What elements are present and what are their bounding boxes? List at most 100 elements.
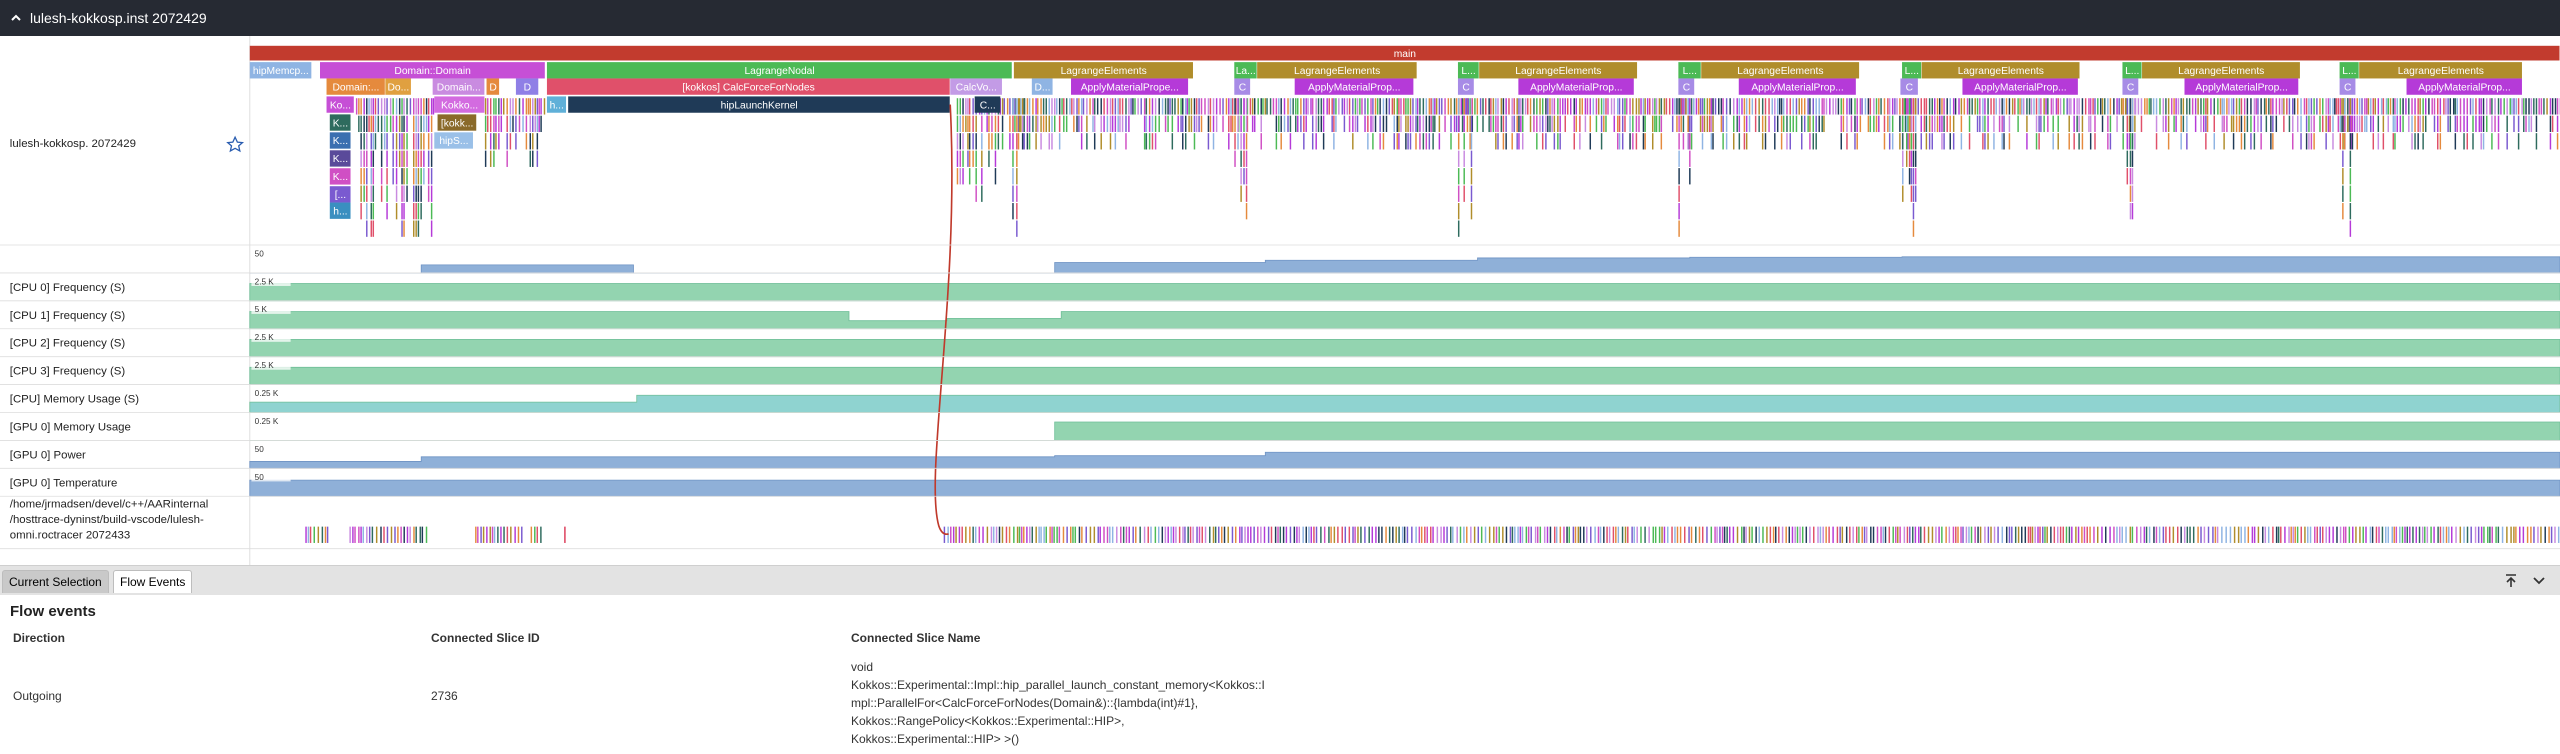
slice[interactable] xyxy=(1962,78,2078,95)
activity-bar xyxy=(1272,98,1275,115)
activity-bar xyxy=(1943,133,1945,150)
slice[interactable] xyxy=(1701,62,1860,79)
tab[interactable]: Current Selection xyxy=(2,570,109,593)
slice[interactable] xyxy=(2406,78,2522,95)
slice[interactable] xyxy=(568,96,950,113)
activity-bar xyxy=(1513,115,1515,133)
slice[interactable] xyxy=(546,78,950,95)
activity-bar xyxy=(1289,115,1292,133)
activity-bar xyxy=(1020,98,1022,115)
slice[interactable] xyxy=(2339,62,2359,79)
activity-bar xyxy=(403,98,405,115)
thread-slice xyxy=(1308,526,1310,543)
thread-slice xyxy=(958,526,961,543)
thread-slice xyxy=(982,526,984,543)
slice[interactable] xyxy=(326,78,385,95)
activity-bar xyxy=(2283,98,2285,115)
activity-bar xyxy=(2068,115,2070,133)
slice[interactable] xyxy=(329,132,351,149)
activity-bar xyxy=(1654,98,1656,115)
slice[interactable] xyxy=(329,114,351,131)
slice[interactable] xyxy=(249,62,312,79)
activity-bar xyxy=(2382,115,2385,133)
slice[interactable] xyxy=(1678,62,1701,79)
activity-bar xyxy=(1419,133,1421,150)
slice[interactable] xyxy=(2339,78,2356,95)
slice[interactable] xyxy=(2122,62,2142,79)
slice[interactable] xyxy=(249,45,2560,61)
thread-slice xyxy=(1899,526,1901,543)
activity-bar xyxy=(1987,133,1989,150)
slice[interactable] xyxy=(1071,78,1189,95)
slice[interactable] xyxy=(1902,62,1922,79)
slice[interactable] xyxy=(1457,62,1479,79)
activity-bar xyxy=(2356,133,2358,150)
activity-bar xyxy=(420,168,422,185)
activity-bar xyxy=(1396,98,1398,115)
activity-bar xyxy=(1492,98,1495,115)
slice[interactable] xyxy=(1234,78,1251,95)
thread-slice xyxy=(2393,526,2395,543)
slice[interactable] xyxy=(1921,62,2080,79)
slice[interactable] xyxy=(329,150,351,167)
activity-bar xyxy=(1632,98,1634,115)
slice[interactable] xyxy=(1518,78,1634,95)
slice[interactable] xyxy=(434,96,485,113)
pin-button[interactable] xyxy=(2503,573,2519,589)
activity-bar xyxy=(1823,115,1825,133)
activity-bar xyxy=(2026,115,2028,133)
slice[interactable] xyxy=(1257,62,1417,79)
slice[interactable] xyxy=(515,78,539,95)
slice[interactable] xyxy=(385,78,411,95)
collapse-panel-button[interactable] xyxy=(2531,573,2547,589)
slice[interactable] xyxy=(1900,78,1918,95)
thread-slice xyxy=(400,526,402,543)
slice[interactable] xyxy=(432,78,485,95)
slice[interactable] xyxy=(434,132,473,149)
slice[interactable] xyxy=(974,96,1001,113)
slice[interactable] xyxy=(2122,78,2139,95)
slice[interactable] xyxy=(2184,78,2299,95)
activity-bar xyxy=(1618,115,1621,133)
thread-slice xyxy=(2554,526,2556,543)
thread-slice xyxy=(2284,526,2286,543)
slice[interactable] xyxy=(2142,62,2300,79)
slice[interactable] xyxy=(2359,62,2522,79)
slice[interactable] xyxy=(329,186,351,203)
slice[interactable] xyxy=(546,96,567,113)
thread-slice xyxy=(1788,526,1791,543)
activity-bar xyxy=(968,98,971,115)
activity-bar xyxy=(1361,98,1363,115)
activity-bar xyxy=(1678,168,1680,185)
slice[interactable] xyxy=(329,168,351,185)
slice[interactable] xyxy=(1479,62,1638,79)
slice[interactable] xyxy=(950,78,1002,95)
tab[interactable]: Flow Events xyxy=(113,570,193,593)
activity-bar xyxy=(1701,133,1704,150)
slice[interactable] xyxy=(437,114,477,131)
slice[interactable] xyxy=(1738,78,1856,95)
pin-star[interactable] xyxy=(226,135,245,153)
thread-slice xyxy=(2437,526,2439,543)
slice[interactable] xyxy=(1678,78,1695,95)
slice[interactable] xyxy=(329,202,351,219)
slice[interactable] xyxy=(326,96,354,113)
thread-slice xyxy=(349,526,351,543)
column-header: Connected Slice ID xyxy=(431,631,540,645)
activity-bar xyxy=(503,98,505,115)
slice[interactable] xyxy=(1294,78,1414,95)
collapse-button[interactable] xyxy=(10,12,22,24)
slice[interactable] xyxy=(1013,62,1193,79)
activity-bar xyxy=(386,150,388,167)
slice[interactable] xyxy=(1031,78,1053,95)
thread-slice xyxy=(2065,526,2068,543)
slice[interactable] xyxy=(486,78,500,95)
slice[interactable] xyxy=(546,62,1012,79)
activity-bar xyxy=(1119,98,1121,115)
slice[interactable] xyxy=(1457,78,1474,95)
slice[interactable] xyxy=(1234,62,1257,79)
activity-bar xyxy=(2081,98,2084,115)
thread-slice xyxy=(1701,526,1704,543)
slice[interactable] xyxy=(320,62,545,79)
